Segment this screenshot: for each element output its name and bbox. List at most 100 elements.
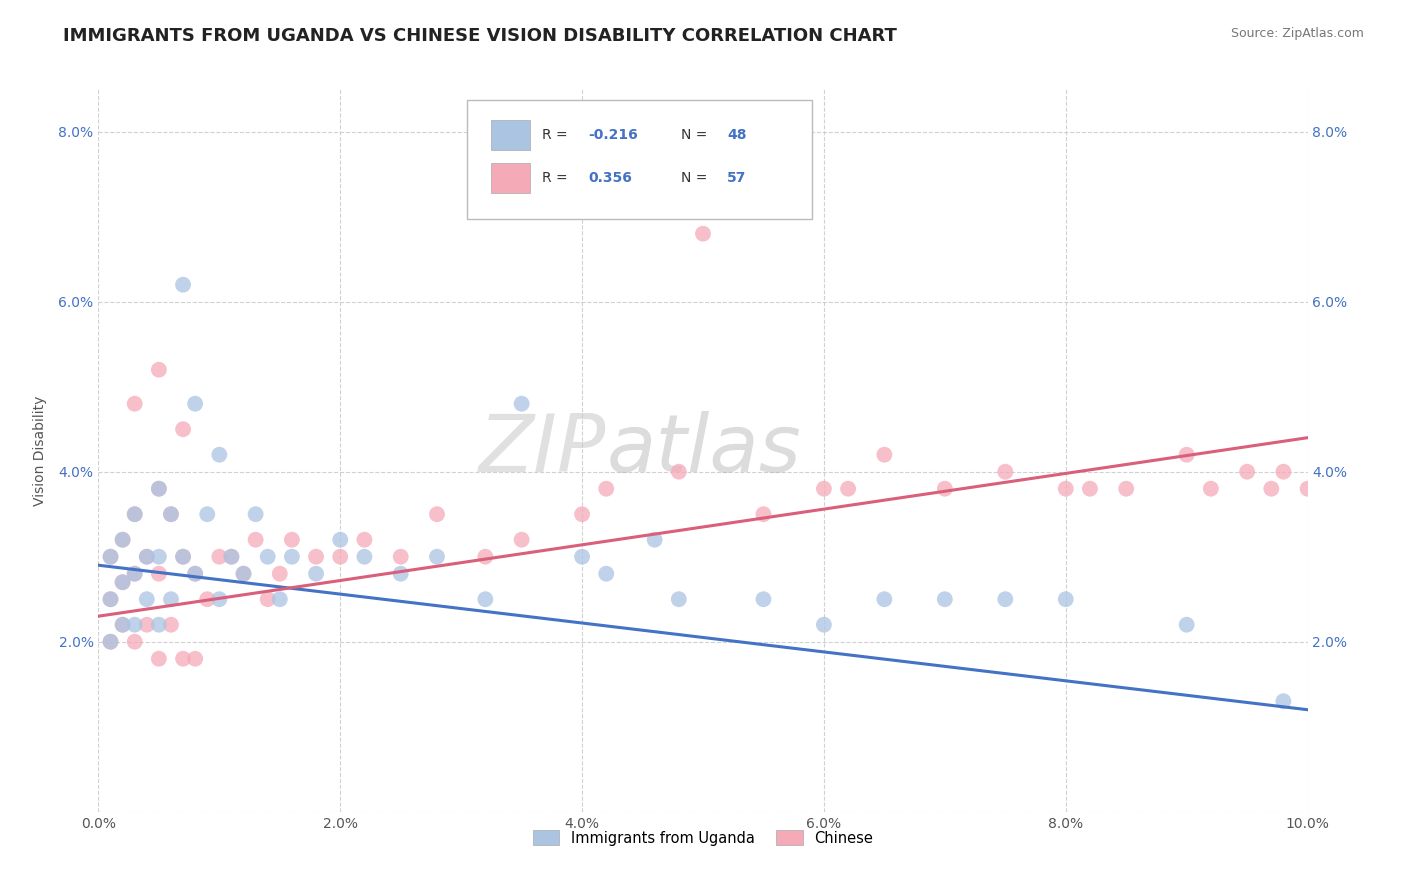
Point xyxy=(510,397,533,411)
Point xyxy=(1260,482,1282,496)
Point xyxy=(148,617,170,632)
Point xyxy=(873,448,896,462)
Point xyxy=(172,277,194,292)
Point xyxy=(208,549,231,564)
Point xyxy=(100,549,122,564)
Point xyxy=(111,575,134,590)
Point xyxy=(148,549,170,564)
Point xyxy=(135,617,157,632)
Point xyxy=(752,592,775,607)
Point xyxy=(172,651,194,665)
Point xyxy=(148,566,170,581)
Point xyxy=(1115,482,1137,496)
Point xyxy=(148,362,170,376)
Point xyxy=(100,592,122,607)
Point xyxy=(111,617,134,632)
Point xyxy=(305,549,328,564)
Point xyxy=(994,465,1017,479)
Point xyxy=(135,549,157,564)
Point xyxy=(184,566,207,581)
Text: R =: R = xyxy=(543,128,572,142)
Point xyxy=(172,549,194,564)
Point xyxy=(124,566,146,581)
Point xyxy=(160,507,183,521)
Point xyxy=(813,482,835,496)
Point xyxy=(752,507,775,521)
Point xyxy=(232,566,254,581)
Point xyxy=(1175,448,1198,462)
Point xyxy=(644,533,666,547)
Point xyxy=(100,549,122,564)
Point xyxy=(595,566,617,581)
Point xyxy=(100,634,122,648)
FancyBboxPatch shape xyxy=(492,120,530,150)
Point xyxy=(124,566,146,581)
Point xyxy=(510,533,533,547)
Point xyxy=(160,617,183,632)
Text: N =: N = xyxy=(682,171,711,185)
FancyBboxPatch shape xyxy=(492,163,530,194)
Y-axis label: Vision Disability: Vision Disability xyxy=(34,395,48,506)
Legend: Immigrants from Uganda, Chinese: Immigrants from Uganda, Chinese xyxy=(527,824,879,851)
Point xyxy=(571,549,593,564)
Point xyxy=(172,549,194,564)
Point xyxy=(1199,482,1222,496)
Point xyxy=(305,566,328,581)
Point xyxy=(281,533,304,547)
Point xyxy=(426,549,449,564)
Point xyxy=(668,592,690,607)
Point xyxy=(124,507,146,521)
Point xyxy=(813,617,835,632)
Point xyxy=(1272,465,1295,479)
Point xyxy=(124,397,146,411)
Text: atlas: atlas xyxy=(606,411,801,490)
Point xyxy=(934,592,956,607)
Point xyxy=(269,566,291,581)
Point xyxy=(124,634,146,648)
Point xyxy=(1054,592,1077,607)
Point xyxy=(221,549,243,564)
Point xyxy=(994,592,1017,607)
Point xyxy=(426,507,449,521)
Point xyxy=(232,566,254,581)
Point xyxy=(353,533,375,547)
Point xyxy=(571,507,593,521)
Text: N =: N = xyxy=(682,128,711,142)
Point xyxy=(837,482,859,496)
Point xyxy=(269,592,291,607)
Point xyxy=(208,592,231,607)
Point xyxy=(221,549,243,564)
Point xyxy=(389,566,412,581)
Point xyxy=(256,592,278,607)
Point xyxy=(184,651,207,665)
Text: -0.216: -0.216 xyxy=(588,128,638,142)
Point xyxy=(195,592,218,607)
Text: Source: ZipAtlas.com: Source: ZipAtlas.com xyxy=(1230,27,1364,40)
Point xyxy=(329,533,352,547)
Point xyxy=(111,575,134,590)
Point xyxy=(245,533,267,547)
Text: ZIP: ZIP xyxy=(479,411,606,490)
Point xyxy=(195,507,218,521)
Point xyxy=(135,592,157,607)
Point xyxy=(208,448,231,462)
Point xyxy=(135,549,157,564)
Text: IMMIGRANTS FROM UGANDA VS CHINESE VISION DISABILITY CORRELATION CHART: IMMIGRANTS FROM UGANDA VS CHINESE VISION… xyxy=(63,27,897,45)
Point xyxy=(245,507,267,521)
Point xyxy=(184,397,207,411)
Text: 57: 57 xyxy=(727,171,747,185)
Point xyxy=(1175,617,1198,632)
Point xyxy=(474,549,496,564)
Point xyxy=(281,549,304,564)
Text: 0.356: 0.356 xyxy=(588,171,633,185)
Point xyxy=(111,533,134,547)
Point xyxy=(160,592,183,607)
Point xyxy=(111,533,134,547)
Text: 48: 48 xyxy=(727,128,747,142)
Point xyxy=(1296,482,1319,496)
Point xyxy=(172,422,194,436)
Point xyxy=(692,227,714,241)
Point xyxy=(595,482,617,496)
Point xyxy=(934,482,956,496)
Point xyxy=(148,482,170,496)
